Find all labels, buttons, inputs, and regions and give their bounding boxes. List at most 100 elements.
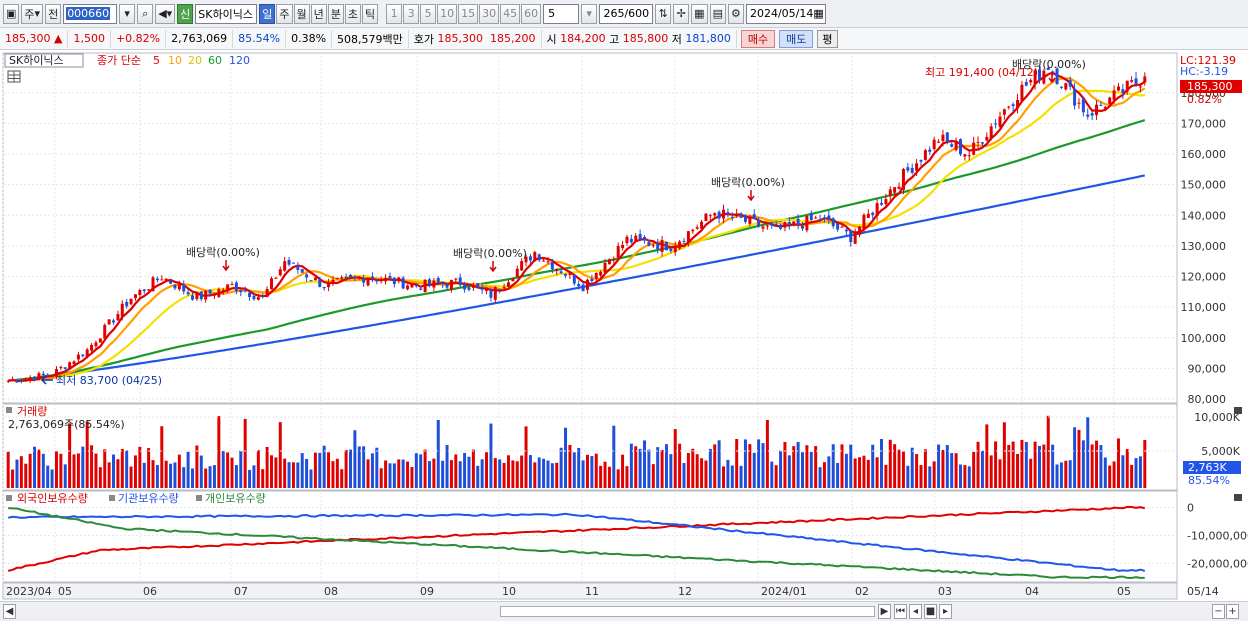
candle-body bbox=[309, 280, 313, 282]
candle-body bbox=[621, 244, 625, 249]
prev-button[interactable]: 전 bbox=[45, 3, 62, 24]
interval-button[interactable]: 45 bbox=[500, 3, 521, 24]
volume-bar bbox=[410, 467, 414, 488]
dividend-label: 배당락(0.00%) bbox=[186, 246, 260, 259]
stock-chart[interactable]: 180,000170,000160,000150,000140,000130,0… bbox=[0, 52, 1248, 604]
volume-bar bbox=[893, 444, 897, 488]
stop-icon[interactable]: ■ bbox=[924, 604, 937, 619]
candle-body bbox=[1002, 109, 1006, 115]
candle-body bbox=[726, 212, 730, 215]
prev-icon[interactable]: ◂ bbox=[909, 604, 922, 619]
interval-button[interactable]: 60 bbox=[521, 3, 542, 24]
volume-bar bbox=[1116, 438, 1120, 488]
candle-body bbox=[673, 246, 677, 253]
interval-button[interactable]: 3 bbox=[403, 3, 420, 24]
holder-y-tick: -10,000,000 bbox=[1187, 529, 1248, 542]
candle-body bbox=[625, 236, 629, 244]
zoom-out-icon[interactable]: − bbox=[1212, 604, 1225, 619]
buy-button[interactable]: 매수 bbox=[740, 29, 776, 48]
legend-marker bbox=[109, 495, 115, 501]
interval-button[interactable]: 15 bbox=[458, 3, 479, 24]
search-icon[interactable]: ⌕ bbox=[137, 3, 154, 24]
interval-button[interactable]: 10 bbox=[437, 3, 458, 24]
candle-body bbox=[836, 223, 840, 230]
interval-button[interactable]: 30 bbox=[479, 3, 500, 24]
first-icon[interactable]: ⏮ bbox=[894, 604, 907, 619]
candle-body bbox=[436, 277, 440, 284]
crosshair-icon[interactable]: ✢ bbox=[673, 3, 690, 24]
date-field[interactable]: 2024/05/14 ▦ bbox=[745, 3, 826, 24]
scroll-left-icon[interactable]: ◀ bbox=[3, 604, 16, 619]
candle-body bbox=[761, 226, 765, 229]
grid-icon[interactable]: ▦ bbox=[691, 3, 708, 24]
candle-body bbox=[520, 261, 524, 271]
volume-bar bbox=[90, 445, 94, 488]
volume-bar bbox=[81, 446, 85, 488]
candle-body bbox=[770, 222, 774, 226]
chart-area[interactable]: 180,000 170,000 160,000 150,000 140,000 130,0… bbox=[0, 52, 1248, 604]
period-button[interactable]: 초 bbox=[344, 3, 362, 24]
last-price-box bbox=[1180, 80, 1242, 93]
period-button[interactable]: 년 bbox=[310, 3, 327, 24]
volume-bar bbox=[173, 462, 177, 488]
candle-body bbox=[401, 277, 405, 289]
page-count-field[interactable]: 265/600 bbox=[599, 3, 654, 24]
period-button[interactable]: 분 bbox=[327, 3, 344, 24]
sell-button[interactable]: 매도 bbox=[779, 29, 814, 48]
new-badge[interactable]: 신 bbox=[177, 3, 194, 24]
eval-button[interactable]: 평 bbox=[817, 29, 838, 48]
compare-icon[interactable]: ⇅ bbox=[655, 3, 672, 24]
volume-bar bbox=[50, 469, 54, 488]
y-tick-label: 90,000 bbox=[1188, 362, 1227, 375]
volume-bar bbox=[875, 457, 879, 488]
period-button[interactable]: 일 bbox=[259, 3, 276, 24]
individual-legend: 개인보유수량 bbox=[205, 492, 266, 505]
speaker-icon[interactable]: ◀▾ bbox=[155, 3, 176, 24]
close-panel-icon[interactable] bbox=[1234, 494, 1242, 501]
collapse-icon[interactable] bbox=[6, 407, 12, 413]
volume-bar bbox=[24, 463, 28, 488]
x-tick-label: 02 bbox=[855, 585, 869, 598]
candle-body bbox=[893, 187, 897, 193]
volume-bar bbox=[805, 445, 809, 488]
candle-body bbox=[1108, 97, 1112, 104]
code-dropdown-icon[interactable]: ▾ bbox=[119, 3, 136, 24]
scroll-right-icon[interactable]: ▶ bbox=[878, 604, 891, 619]
candle-body bbox=[590, 278, 594, 282]
volume-bar bbox=[656, 447, 660, 488]
min-price-label: 최저 83,700 (04/25) bbox=[56, 374, 162, 387]
layout-icon[interactable]: ▣ bbox=[3, 3, 20, 24]
scroll-track[interactable] bbox=[500, 606, 875, 617]
interval-button[interactable]: 1 bbox=[386, 3, 403, 24]
volume-bar bbox=[1055, 464, 1059, 488]
interval-button[interactable]: 5 bbox=[420, 3, 437, 24]
interval-dropdown-icon[interactable]: ▾ bbox=[581, 3, 598, 24]
save-icon[interactable]: ▤ bbox=[709, 3, 726, 24]
period-button[interactable]: 틱 bbox=[362, 3, 379, 24]
market-select[interactable]: 주 ▾ bbox=[21, 3, 44, 24]
volume-bar bbox=[568, 444, 572, 488]
candle-body bbox=[54, 369, 58, 377]
candle-body bbox=[103, 325, 107, 339]
calendar-icon[interactable]: ▦ bbox=[813, 7, 824, 20]
interval-input[interactable]: 5 bbox=[543, 3, 580, 24]
ma-legend-prefix: 종가 단순 bbox=[97, 54, 141, 67]
period-button[interactable]: 주 bbox=[276, 3, 293, 24]
candle-body bbox=[357, 277, 361, 279]
gear-icon[interactable]: ⚙ bbox=[727, 3, 744, 24]
volume-bar bbox=[6, 451, 10, 488]
volume-bar bbox=[327, 452, 331, 488]
zoom-in-icon[interactable]: + bbox=[1226, 604, 1239, 619]
next-icon[interactable]: ▸ bbox=[939, 604, 952, 619]
candle-body bbox=[932, 139, 936, 149]
close-panel-icon[interactable] bbox=[1234, 407, 1242, 414]
stock-code-input[interactable]: 000660 bbox=[63, 3, 118, 24]
collapse-icon[interactable] bbox=[6, 495, 12, 501]
candle-body bbox=[212, 294, 216, 296]
ma-legend-60: 60 bbox=[208, 54, 222, 67]
volume-bar bbox=[54, 451, 58, 488]
y-tick-label: 120,000 bbox=[1181, 271, 1227, 284]
candle-body bbox=[818, 219, 822, 221]
volume-bar bbox=[520, 455, 524, 488]
period-button[interactable]: 월 bbox=[293, 3, 310, 24]
